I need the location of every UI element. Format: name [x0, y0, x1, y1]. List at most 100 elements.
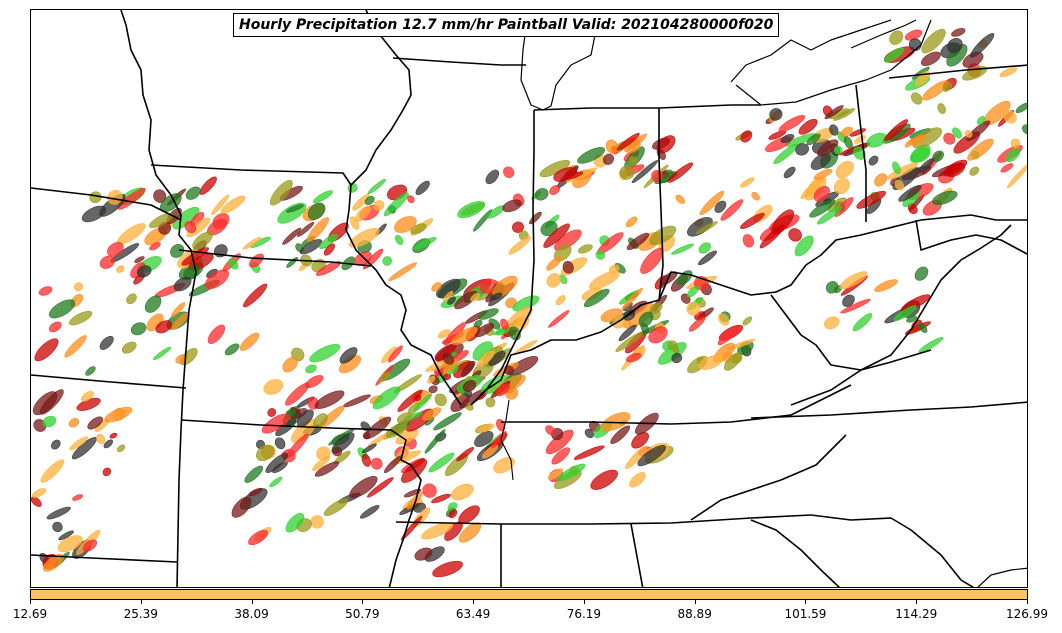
precip-paintball [485, 169, 500, 185]
colorbar-tick-label: 63.49 [455, 607, 491, 621]
precip-paintball [631, 432, 649, 449]
precip-paintball [462, 380, 477, 392]
precip-paintball [1022, 124, 1027, 135]
precip-paintball [966, 120, 991, 142]
precip-paintball [155, 320, 173, 334]
precip-paintball [943, 132, 956, 145]
precip-paintball [648, 326, 668, 344]
border-iowa-missouri [178, 249, 372, 267]
precip-paintball [428, 385, 438, 394]
precip-paintball [451, 326, 478, 345]
precip-paintball [999, 67, 1018, 77]
precip-paintball [431, 493, 451, 504]
precip-paintball [583, 288, 610, 308]
precip-paintball [696, 221, 718, 235]
precip-paintball [31, 496, 42, 507]
precip-paintball [589, 270, 620, 290]
precip-paintball [886, 162, 919, 180]
precip-paintball [431, 282, 442, 292]
precip-paintball [361, 453, 371, 467]
border-pennsylvania-ny [888, 64, 1027, 79]
precip-paintball [856, 190, 886, 209]
precip-paintball [248, 529, 269, 546]
border-tennessee-nc [690, 434, 847, 521]
colorbar-tick [916, 600, 918, 604]
precip-paintball [910, 147, 931, 163]
map-canvas [31, 10, 1027, 587]
precip-paintball [843, 136, 853, 149]
precip-paintball [69, 310, 93, 326]
precip-paintball [248, 487, 263, 497]
precip-paintball [488, 350, 506, 366]
precip-paintball [457, 201, 485, 219]
precip-paintball [1000, 163, 1014, 173]
precip-paintball [46, 506, 71, 520]
precip-paintball [628, 156, 638, 166]
precip-paintball [800, 177, 824, 200]
precip-paintball [87, 416, 104, 430]
border-indiana-ohio [658, 108, 664, 301]
precip-paintball [551, 447, 571, 465]
precip-paintball [833, 178, 850, 195]
precip-paintball [699, 190, 725, 216]
precip-paintball [304, 375, 324, 389]
precip-paintball [384, 455, 402, 474]
precip-paintball [130, 322, 147, 336]
precip-paintball [780, 134, 795, 143]
precip-paintball [906, 315, 917, 323]
colorbar-tick-label: 12.69 [12, 607, 48, 621]
precip-paintball [104, 406, 133, 423]
precip-paintball [833, 108, 855, 121]
map-title: Hourly Precipitation 12.7 mm/hr Paintbal… [233, 13, 780, 37]
precip-paintball [595, 250, 606, 260]
colorbar-tick-label: 38.09 [234, 607, 269, 621]
precip-paintball [964, 130, 973, 138]
precip-paintball [478, 308, 499, 320]
colorbar-tick [140, 600, 142, 604]
precip-paintball [403, 488, 422, 498]
precip-paintball [740, 130, 753, 143]
colorbar [30, 589, 1028, 600]
precip-paintball [638, 311, 654, 327]
border-wisconsin-north [350, 10, 412, 186]
colorbar-tick [251, 600, 253, 604]
precip-paintball [835, 160, 854, 179]
precip-paintball [451, 483, 474, 501]
precip-paintball [447, 296, 456, 305]
precip-paintball [667, 162, 694, 183]
precip-paintball [894, 179, 905, 191]
precip-paintball [615, 332, 643, 352]
precip-paintball [892, 161, 901, 175]
precip-paintball [89, 191, 102, 204]
precip-paintball [698, 242, 711, 254]
precip-paintball [383, 192, 409, 217]
precip-paintball [51, 439, 61, 450]
precip-paintball [631, 160, 659, 184]
precip-paintball [349, 227, 380, 248]
precip-paintball [671, 344, 680, 354]
precip-paintball [1005, 148, 1021, 163]
precip-paintball [58, 530, 74, 541]
border-ohio-pennsylvania [855, 84, 867, 222]
precip-paintball [602, 153, 615, 165]
precip-paintball [228, 258, 239, 270]
precip-paintball [82, 539, 98, 552]
precip-paintball [34, 338, 59, 362]
precip-paintball [909, 134, 927, 146]
precip-paintball [1015, 102, 1027, 114]
precip-paintball [773, 143, 798, 165]
precip-paintball [442, 352, 455, 365]
precip-paintball [103, 439, 113, 449]
precip-paintball [102, 467, 112, 477]
border-west-virginia [770, 224, 1012, 371]
precip-paintball [686, 301, 701, 316]
precip-paintball [314, 461, 340, 477]
precip-paintball [590, 469, 618, 490]
precip-paintball [244, 465, 264, 483]
border-michigan-indiana-ohio [533, 104, 761, 111]
border-nebraska-kansas [31, 374, 187, 389]
precip-paintball [48, 321, 62, 333]
precip-paintball [502, 199, 522, 213]
precip-paintball [149, 212, 174, 229]
precip-paintball [313, 413, 328, 428]
